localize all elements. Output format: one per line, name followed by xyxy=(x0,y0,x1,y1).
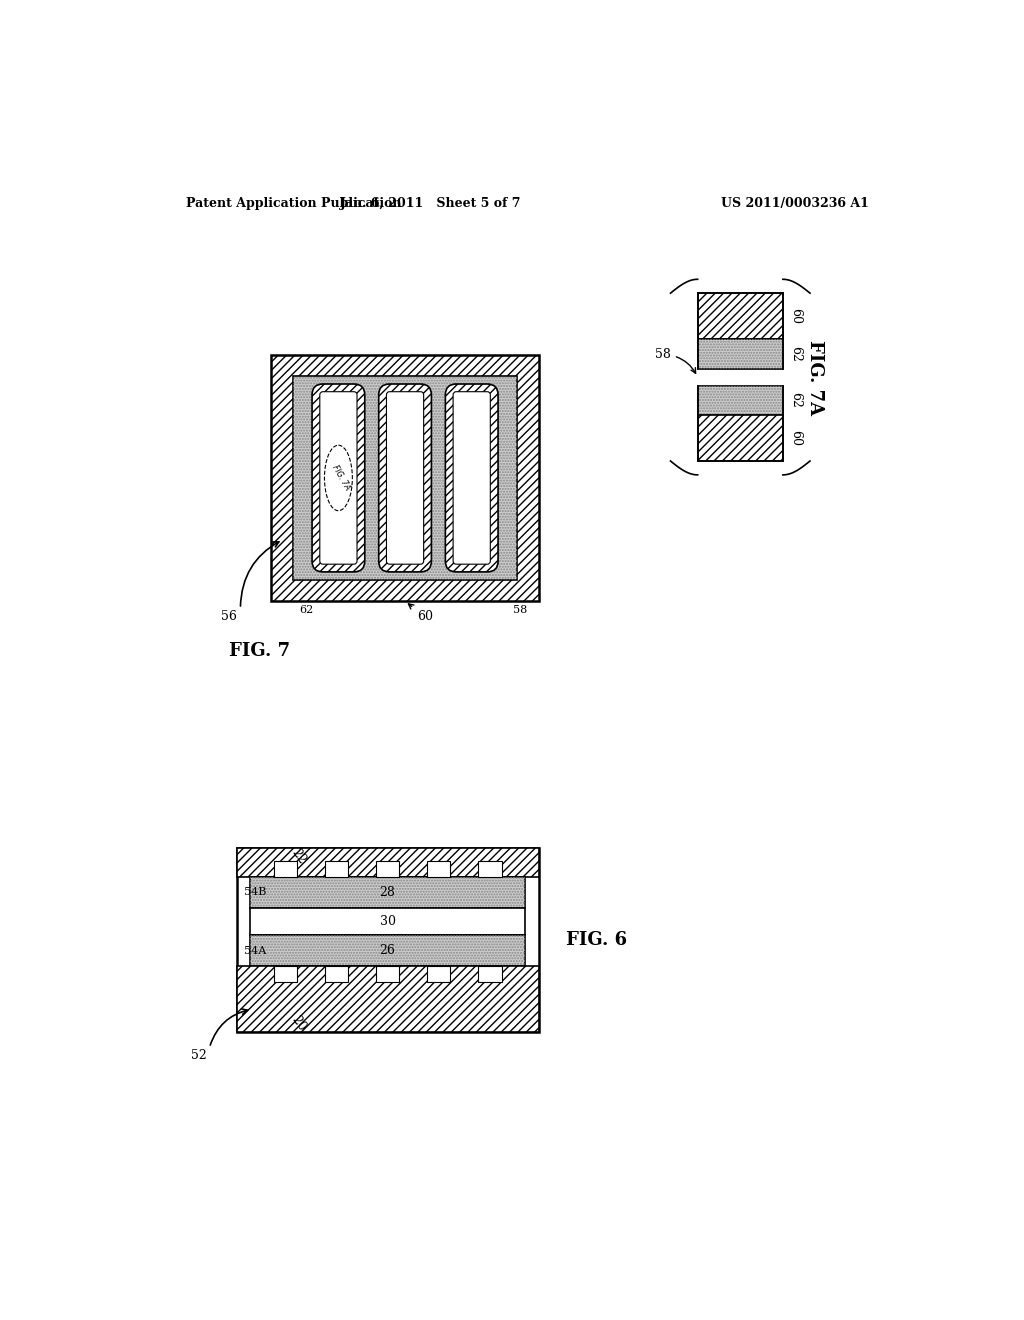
Text: 60: 60 xyxy=(409,603,433,623)
Text: 26: 26 xyxy=(380,944,395,957)
Text: 54A: 54A xyxy=(245,945,266,956)
Bar xyxy=(271,355,539,601)
Bar xyxy=(478,966,502,982)
Bar xyxy=(293,376,517,579)
Bar xyxy=(325,966,348,982)
Bar xyxy=(271,355,539,601)
Bar xyxy=(697,339,783,368)
Bar xyxy=(251,936,524,966)
Bar xyxy=(251,876,524,908)
Text: 58: 58 xyxy=(655,348,695,374)
Bar xyxy=(376,862,399,876)
Bar xyxy=(427,862,451,876)
Text: 52: 52 xyxy=(191,1049,207,1063)
Bar xyxy=(237,847,539,876)
Text: Patent Application Publication: Patent Application Publication xyxy=(186,197,401,210)
Bar xyxy=(325,862,348,876)
Text: FIG. 7A: FIG. 7A xyxy=(330,463,351,492)
Text: FIG. 6: FIG. 6 xyxy=(566,931,628,949)
Bar xyxy=(273,862,297,876)
FancyBboxPatch shape xyxy=(312,384,365,572)
Text: 62: 62 xyxy=(790,346,802,362)
Bar xyxy=(697,414,783,461)
Text: 58: 58 xyxy=(513,605,527,615)
Bar xyxy=(697,385,783,414)
Bar xyxy=(697,339,783,368)
Bar xyxy=(237,966,539,1032)
Bar xyxy=(251,876,524,908)
Bar xyxy=(376,966,399,982)
Text: FIG. 7: FIG. 7 xyxy=(229,643,291,660)
Text: FIG. 7A: FIG. 7A xyxy=(807,339,824,414)
Text: 30: 30 xyxy=(380,915,395,928)
Text: 60: 60 xyxy=(790,309,802,325)
Text: 62: 62 xyxy=(790,392,802,408)
FancyBboxPatch shape xyxy=(445,384,498,572)
Text: 62: 62 xyxy=(299,605,313,615)
FancyBboxPatch shape xyxy=(379,384,431,572)
Bar xyxy=(293,376,517,579)
Bar xyxy=(251,936,524,966)
Text: 56: 56 xyxy=(221,610,237,623)
Text: 60: 60 xyxy=(790,430,802,446)
Bar xyxy=(237,966,539,1032)
Bar xyxy=(697,293,783,339)
Bar xyxy=(697,385,783,414)
FancyBboxPatch shape xyxy=(319,392,357,564)
Text: US 2011/0003236 A1: US 2011/0003236 A1 xyxy=(721,197,868,210)
Bar xyxy=(237,847,539,876)
FancyBboxPatch shape xyxy=(386,392,424,564)
Bar xyxy=(697,293,783,339)
Text: 54B: 54B xyxy=(245,887,266,898)
Text: 28: 28 xyxy=(380,886,395,899)
Text: 22: 22 xyxy=(289,846,308,867)
Bar xyxy=(427,966,451,982)
Text: Jan. 6, 2011   Sheet 5 of 7: Jan. 6, 2011 Sheet 5 of 7 xyxy=(340,197,521,210)
Text: 20: 20 xyxy=(289,1012,308,1034)
Bar xyxy=(251,908,524,936)
Bar xyxy=(237,847,539,1032)
Bar xyxy=(478,862,502,876)
FancyBboxPatch shape xyxy=(453,392,490,564)
Bar xyxy=(273,966,297,982)
Bar xyxy=(697,414,783,461)
